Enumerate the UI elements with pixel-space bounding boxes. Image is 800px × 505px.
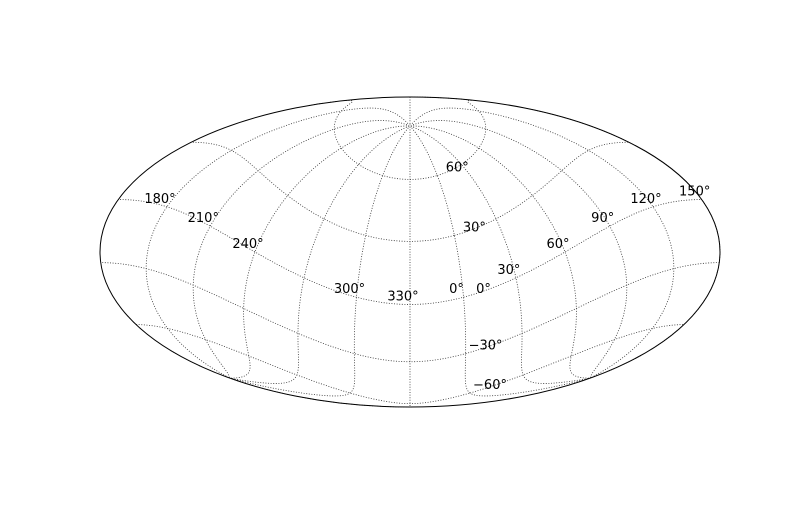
lat-tick-label: 30° bbox=[463, 220, 486, 235]
lat-tick-label: 60° bbox=[446, 161, 469, 176]
parallel-line bbox=[136, 324, 683, 405]
lat-tick-label: −60° bbox=[473, 378, 507, 393]
lon-tick-label: 150° bbox=[679, 185, 710, 200]
meridian-line bbox=[410, 107, 675, 378]
meridian-line bbox=[231, 125, 409, 379]
meridian-line bbox=[410, 126, 588, 397]
lon-tick-label: 300° bbox=[334, 282, 365, 297]
meridian-line bbox=[411, 125, 589, 379]
lon-tick-label: 120° bbox=[630, 192, 661, 207]
lat-tick-label: −30° bbox=[469, 339, 503, 354]
lon-tick-label: 330° bbox=[387, 290, 418, 305]
meridian-line bbox=[231, 126, 411, 408]
lon-tick-label: 240° bbox=[232, 237, 263, 252]
lon-tick-label: 60° bbox=[546, 237, 569, 252]
graticule bbox=[102, 96, 721, 408]
parallel-line bbox=[192, 141, 629, 242]
meridian-line bbox=[145, 107, 410, 378]
projection-boundary bbox=[99, 96, 721, 408]
lon-tick-label: 210° bbox=[188, 211, 219, 226]
parallel-line bbox=[102, 262, 720, 363]
lon-tick-label: 90° bbox=[591, 211, 614, 226]
lon-tick-label: 30° bbox=[497, 263, 520, 278]
meridian-line bbox=[232, 126, 410, 397]
meridian-line bbox=[410, 120, 628, 378]
meridian-line bbox=[192, 120, 410, 378]
parallel-line bbox=[333, 99, 487, 180]
lon-tick-label: 0° bbox=[449, 282, 464, 297]
meridian-line bbox=[126, 96, 721, 375]
lat-tick-label: 0° bbox=[476, 282, 491, 297]
lon-tick-label: 180° bbox=[144, 192, 175, 207]
tick-labels: 240° 210° 180° 150° 120° 90° 60° 30° 0° 330° 300° 6… bbox=[144, 161, 710, 394]
parallel-line bbox=[120, 199, 702, 305]
meridian-line bbox=[231, 125, 410, 384]
